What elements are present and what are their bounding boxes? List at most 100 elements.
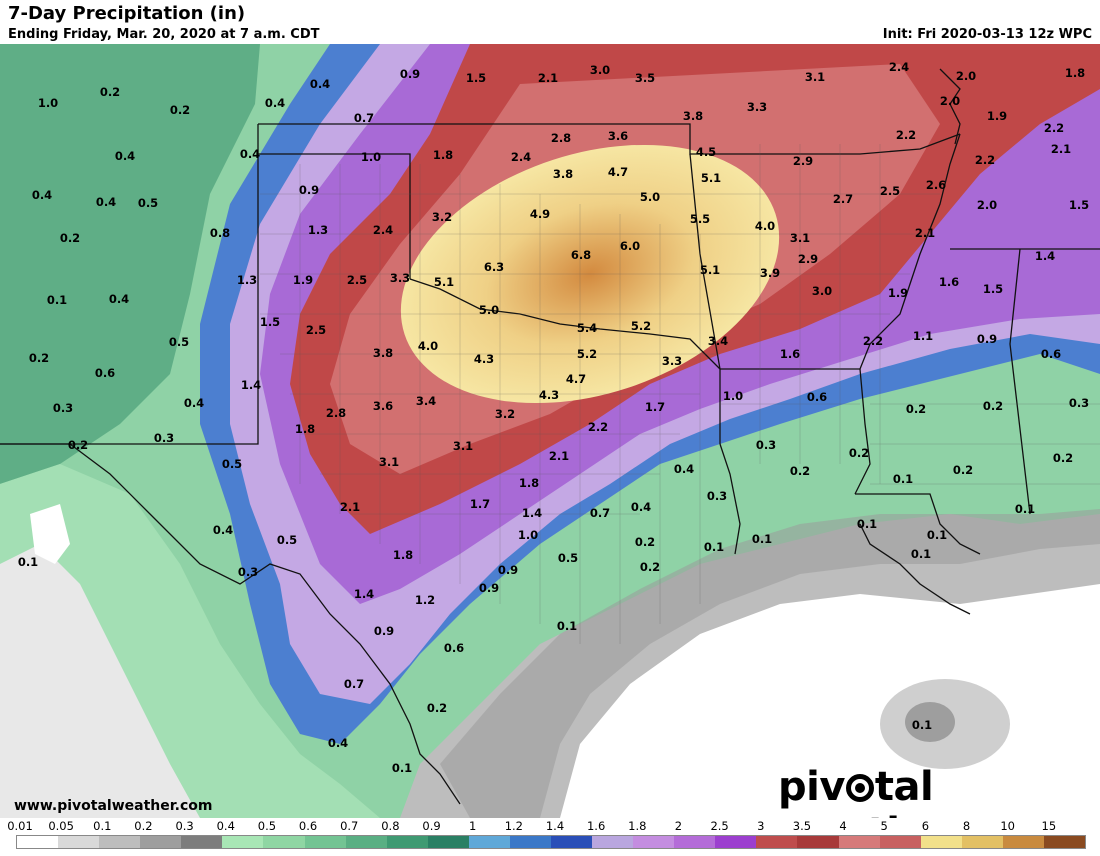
precip-value-label: 1.9 [888,286,908,300]
precip-value-label: 0.7 [590,506,610,520]
precip-value-label: 3.1 [790,231,810,245]
precip-value-label: 3.9 [760,266,780,280]
precip-value-label: 2.1 [340,500,360,514]
precip-value-label: 2.5 [347,273,367,287]
legend-tick-label: 0.1 [93,819,112,833]
legend-swatch [715,836,757,848]
precip-value-label: 0.2 [100,85,120,99]
legend-tick-label: 0.9 [422,819,441,833]
precip-value-label: 0.4 [328,736,348,750]
legend-tick-label: 10 [1000,819,1016,833]
precip-value-label: 4.7 [566,372,586,386]
precip-value-label: 5.5 [690,212,710,226]
precip-value-label: 3.8 [683,109,703,123]
precip-value-label: 5.2 [631,319,651,333]
precip-value-label: 0.6 [807,390,827,404]
legend-tick-label: 0.4 [216,819,235,833]
precip-value-label: 0.9 [299,183,319,197]
precip-value-label: 2.8 [551,131,571,145]
precip-value-label: 0.4 [265,96,285,110]
legend-swatch [140,836,182,848]
precip-value-label: 1.0 [38,96,58,110]
precip-value-label: 3.3 [390,271,410,285]
precip-value-label: 2.0 [940,94,960,108]
precip-value-label: 5.0 [640,190,660,204]
precip-value-label: 1.9 [293,273,313,287]
precip-value-label: 0.3 [707,489,727,503]
precip-value-label: 0.5 [169,335,189,349]
precip-value-label: 5.2 [577,347,597,361]
precip-value-label: 6.3 [484,260,504,274]
precip-value-label: 1.7 [470,497,490,511]
website-link[interactable]: www.pivotalweather.com [14,798,213,814]
legend-swatch [427,836,469,848]
precip-value-label: 2.2 [975,153,995,167]
precip-value-label: 0.8 [210,226,230,240]
precipitation-map-svg: 1.0 0.2 0.2 0.4 0.4 0.9 1.5 2.1 3.0 3.5 3.1 2.4 2.0 1… [0,44,1100,818]
legend-color-bar [16,835,1086,849]
precip-value-label: 0.1 [704,540,724,554]
legend-swatch [17,836,59,848]
precip-value-label: 6.8 [571,248,591,262]
precip-value-label: 2.0 [977,198,997,212]
precip-value-label: 1.0 [361,150,381,164]
legend-tick-label: 0.3 [175,819,194,833]
precip-value-label: 1.1 [913,329,933,343]
precip-value-label: 0.1 [912,718,932,732]
precip-value-label: 0.4 [109,292,129,306]
legend-tick-label: 1.4 [545,819,565,833]
legend-swatch [468,836,510,848]
precip-value-label: 0.9 [977,332,997,346]
precip-value-label: 0.2 [1053,451,1073,465]
precip-value-label: 0.4 [115,149,135,163]
precip-value-label: 0.4 [32,188,52,202]
precip-value-label: 2.2 [588,420,608,434]
legend-tick-label: 0.5 [257,819,277,833]
legend-swatch [509,836,552,848]
legend-swatch [386,836,428,848]
legend-tick-label: 0.2 [134,819,153,833]
legend-swatch [879,836,921,848]
legend-swatch [58,836,100,848]
legend-tick-label: 4 [839,819,847,833]
precip-value-label: 0.2 [849,446,869,460]
precip-value-label: 4.0 [418,339,438,353]
precip-value-label: 1.4 [1035,249,1055,263]
precip-value-label: 2.1 [915,226,935,240]
precip-value-label: 0.2 [790,464,810,478]
precip-value-label: 0.1 [927,528,947,542]
precip-value-label: 0.9 [400,67,420,81]
precip-value-label: 2.5 [880,184,900,198]
precip-value-label: 0.1 [911,547,931,561]
precip-value-label: 1.0 [723,389,743,403]
precip-value-label: 0.2 [635,535,655,549]
precip-value-label: 3.1 [805,70,825,84]
legend-swatch [181,836,223,848]
precip-value-label: 0.9 [498,563,518,577]
precip-value-label: 1.3 [308,223,328,237]
precip-value-label: 0.4 [674,462,694,476]
precip-value-label: 0.2 [170,103,190,117]
legend-swatch [345,836,387,848]
precip-value-label: 2.4 [889,60,909,74]
logo-text-start: piv [778,764,845,810]
precip-value-label: 0.1 [557,619,577,633]
legend-tick-label: 15 [1041,819,1057,833]
legend-swatch [920,836,962,848]
legend-tick-label: 0.7 [340,819,359,833]
precip-value-label: 3.8 [553,167,573,181]
precipitation-map: 1.0 0.2 0.2 0.4 0.4 0.9 1.5 2.1 3.0 3.5 3.1 2.4 2.0 1… [0,44,1100,818]
precip-value-label: 0.4 [184,396,204,410]
precip-value-label: 3.4 [416,394,436,408]
precip-value-label: 3.1 [453,439,473,453]
init-time: Init: Fri 2020-03-13 12z WPC [882,27,1092,42]
precip-value-label: 1.7 [645,400,665,414]
shading-gulf-patch-core [905,702,955,742]
precip-value-label: 1.4 [354,587,374,601]
legend-swatch [592,836,634,848]
precip-value-label: 0.4 [96,195,116,209]
precip-value-label: 1.8 [295,422,315,436]
precip-value-label: 3.2 [432,210,452,224]
precip-value-label: 5.1 [700,263,720,277]
precip-value-label: 2.2 [1044,121,1064,135]
